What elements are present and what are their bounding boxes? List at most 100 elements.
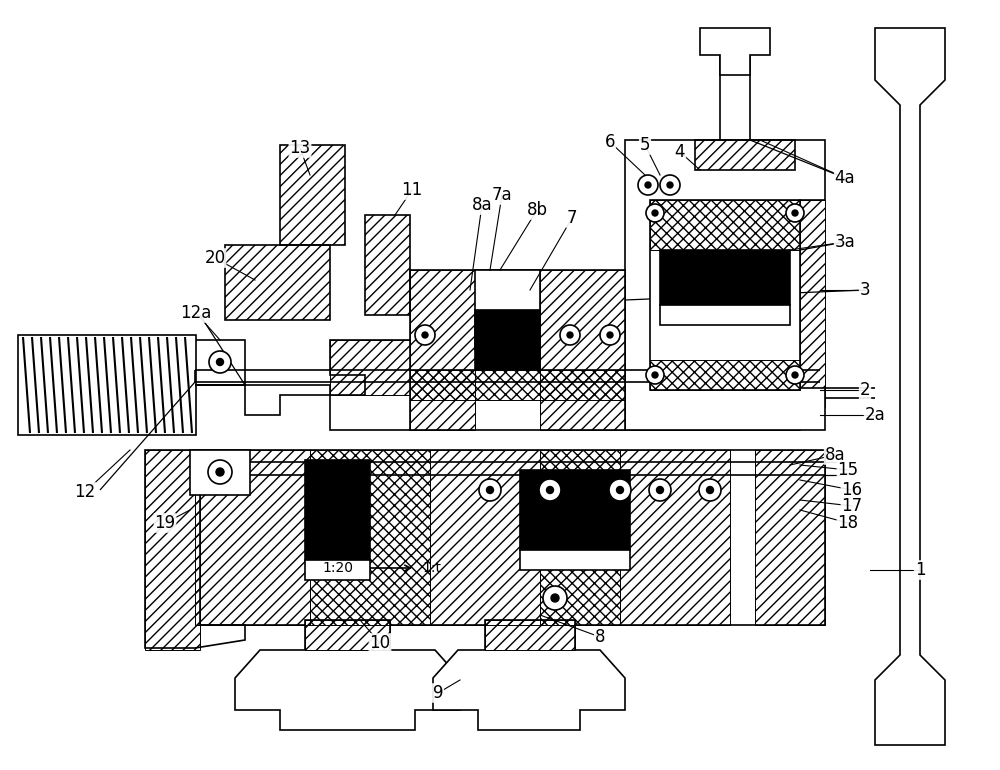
Circle shape: [792, 372, 798, 378]
Polygon shape: [195, 385, 330, 415]
Bar: [475, 270, 540, 350]
Bar: [520, 470, 630, 550]
Bar: [330, 340, 410, 395]
Text: 6: 6: [605, 133, 615, 151]
Text: 17: 17: [841, 497, 863, 515]
Circle shape: [699, 479, 721, 501]
Text: 15: 15: [837, 461, 859, 479]
Bar: [305, 460, 370, 560]
Polygon shape: [330, 340, 410, 430]
Circle shape: [600, 325, 620, 345]
Circle shape: [546, 487, 553, 494]
Text: 20: 20: [204, 249, 226, 267]
Circle shape: [479, 479, 501, 501]
Bar: [410, 370, 625, 400]
Circle shape: [209, 351, 231, 373]
Text: 18: 18: [837, 514, 859, 532]
Circle shape: [208, 460, 232, 484]
Text: 1:t: 1:t: [422, 561, 442, 575]
Text: 8a: 8a: [472, 196, 492, 214]
Circle shape: [656, 487, 663, 494]
Circle shape: [638, 175, 658, 195]
Circle shape: [539, 479, 561, 501]
Polygon shape: [875, 28, 945, 745]
Text: 12a: 12a: [180, 304, 212, 322]
Circle shape: [422, 332, 428, 338]
Bar: [625, 390, 800, 430]
Bar: [625, 140, 800, 200]
Text: 19: 19: [154, 514, 176, 532]
Bar: [475, 310, 540, 370]
Circle shape: [560, 325, 580, 345]
Text: 1: 1: [915, 561, 925, 579]
Circle shape: [616, 487, 624, 494]
Bar: [145, 450, 200, 650]
Text: 7a: 7a: [492, 186, 512, 204]
Text: 5: 5: [640, 136, 650, 154]
Circle shape: [786, 366, 804, 384]
Polygon shape: [145, 450, 245, 648]
Circle shape: [652, 372, 658, 378]
Circle shape: [216, 468, 224, 476]
Polygon shape: [235, 620, 460, 730]
Polygon shape: [625, 140, 825, 430]
Bar: [305, 560, 370, 580]
Polygon shape: [195, 450, 825, 625]
Circle shape: [652, 210, 658, 216]
Bar: [410, 270, 475, 430]
Bar: [620, 450, 730, 625]
Bar: [540, 270, 625, 430]
Bar: [650, 200, 800, 390]
Bar: [520, 550, 630, 570]
Circle shape: [551, 594, 559, 602]
Bar: [195, 450, 310, 625]
Circle shape: [786, 204, 804, 222]
Bar: [755, 450, 825, 625]
Circle shape: [217, 359, 224, 366]
Bar: [660, 250, 790, 305]
Polygon shape: [18, 335, 196, 435]
Bar: [305, 620, 390, 650]
Bar: [660, 305, 790, 325]
Text: 2: 2: [860, 381, 870, 399]
Text: 1:20: 1:20: [323, 561, 354, 575]
Circle shape: [706, 487, 713, 494]
Polygon shape: [190, 450, 250, 495]
Bar: [650, 200, 800, 250]
Text: 2a: 2a: [865, 406, 885, 424]
Circle shape: [660, 175, 680, 195]
Text: 8a: 8a: [825, 446, 845, 464]
Circle shape: [649, 479, 671, 501]
Text: 13: 13: [289, 139, 311, 157]
Bar: [540, 450, 620, 625]
Circle shape: [646, 204, 664, 222]
Circle shape: [607, 332, 613, 338]
Circle shape: [609, 479, 631, 501]
Text: 8b: 8b: [526, 201, 547, 219]
Circle shape: [415, 325, 435, 345]
Text: 4a: 4a: [835, 169, 855, 187]
Polygon shape: [700, 28, 770, 75]
Circle shape: [567, 332, 573, 338]
Bar: [800, 200, 825, 388]
Bar: [430, 450, 540, 625]
Circle shape: [667, 182, 673, 188]
Polygon shape: [195, 340, 245, 385]
Text: 9: 9: [433, 684, 443, 702]
Text: 12: 12: [74, 483, 96, 501]
Bar: [310, 450, 430, 625]
Text: 8: 8: [595, 628, 605, 646]
Text: 16: 16: [841, 481, 863, 499]
Text: 4: 4: [675, 143, 685, 161]
Circle shape: [646, 366, 664, 384]
Bar: [650, 360, 800, 390]
Polygon shape: [433, 620, 625, 730]
Bar: [485, 620, 575, 650]
Text: 3a: 3a: [835, 233, 855, 251]
Text: 11: 11: [401, 181, 423, 199]
Circle shape: [543, 586, 567, 610]
Circle shape: [645, 182, 651, 188]
Text: 3: 3: [860, 281, 870, 299]
Circle shape: [486, 487, 494, 494]
Circle shape: [792, 210, 798, 216]
